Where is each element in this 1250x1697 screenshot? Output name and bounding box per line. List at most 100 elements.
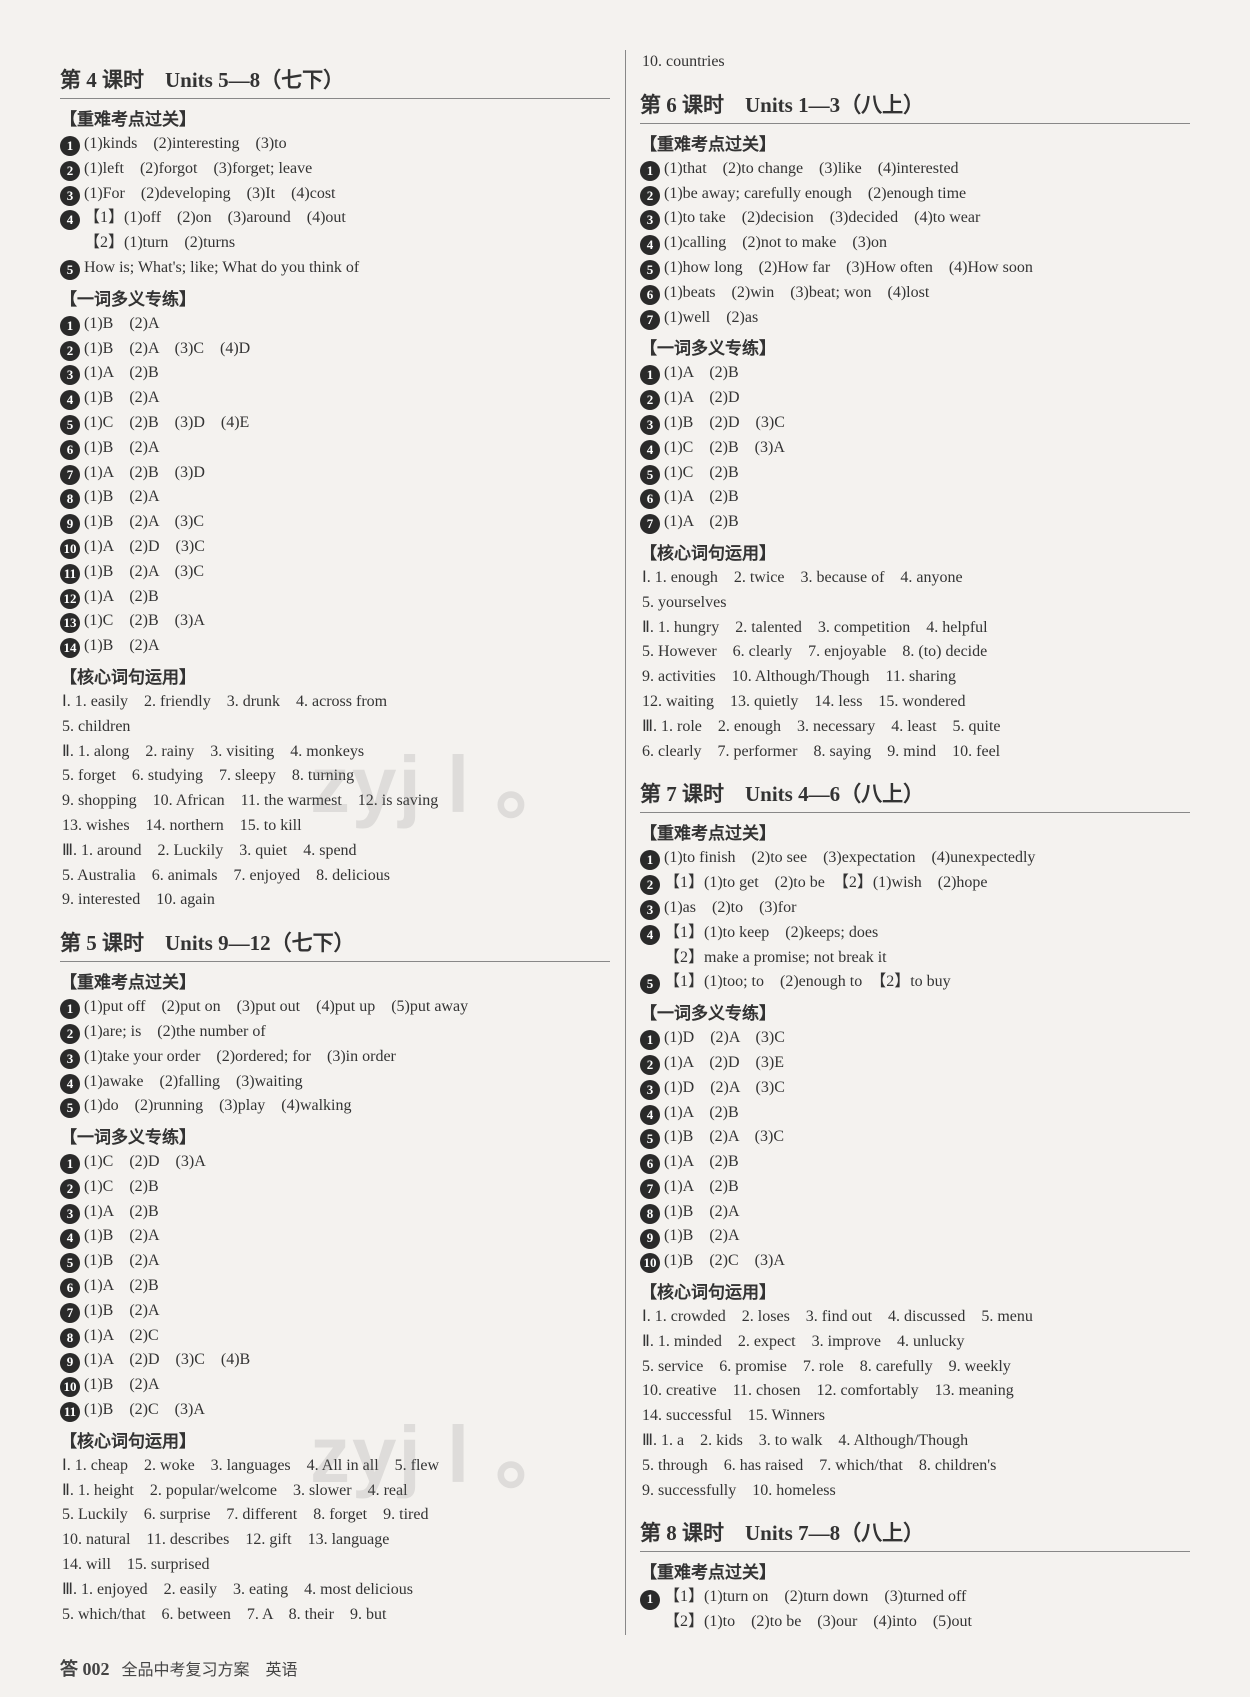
lesson5-sec3: Ⅰ. 1. cheap 2. woke 3. languages 4. All … — [60, 1454, 610, 1628]
answer-line: 12. waiting 13. quietly 14. less 15. won… — [640, 690, 1190, 715]
answer-line: 3(1)take your order (2)ordered; for (3)i… — [60, 1045, 610, 1070]
lesson5-sec2-header: 【一词多义专练】 — [60, 1123, 610, 1148]
answer-line: 3(1)D (2)A (3)C — [640, 1076, 1190, 1101]
lesson6-title: 第 6 课时 Units 1—3（八上） — [640, 83, 1190, 124]
page-number: 答 002 — [60, 1659, 110, 1679]
answer-line: 1(1)to finish (2)to see (3)expectation (… — [640, 846, 1190, 871]
answer-line: 2(1)A (2)D (3)E — [640, 1051, 1190, 1076]
answer-line: 5How is; What's; like; What do you think… — [60, 256, 610, 281]
answer-line: 5(1)C (2)B — [640, 461, 1190, 486]
answer-line: 4(1)C (2)B (3)A — [640, 436, 1190, 461]
answer-line: 7(1)A (2)B — [640, 1175, 1190, 1200]
number-badge: 1 — [640, 365, 660, 385]
number-badge: 7 — [60, 465, 80, 485]
answer-text: (1)do (2)running (3)play (4)walking — [84, 1094, 610, 1119]
answer-line: 7(1)B (2)A — [60, 1299, 610, 1324]
answer-text: (1)A (2)B — [664, 361, 1190, 386]
answer-text: (1)A (2)D (3)E — [664, 1051, 1190, 1076]
lesson4-sec3-header: 【核心词句运用】 — [60, 663, 610, 688]
answer-line: 4(1)calling (2)not to make (3)on — [640, 231, 1190, 256]
answer-line: 11(1)B (2)C (3)A — [60, 1398, 610, 1423]
answer-line: 2(1)C (2)B — [60, 1175, 610, 1200]
lesson5-sec1-header: 【重难考点过关】 — [60, 968, 610, 993]
answer-line: Ⅰ. 1. enough 2. twice 3. because of 4. a… — [640, 566, 1190, 591]
number-badge: 2 — [60, 161, 80, 181]
answer-line: 9(1)B (2)A — [640, 1224, 1190, 1249]
answer-line: Ⅱ. 1. along 2. rainy 3. visiting 4. monk… — [60, 740, 610, 765]
answer-line: 9. successfully 10. homeless — [640, 1479, 1190, 1504]
answer-line: 7(1)well (2)as — [640, 306, 1190, 331]
answer-line: Ⅲ. 1. a 2. kids 3. to walk 4. Although/T… — [640, 1429, 1190, 1454]
number-badge: 1 — [640, 161, 660, 181]
number-badge: 4 — [60, 1229, 80, 1249]
number-badge: 10 — [60, 539, 80, 559]
answer-text: (1)A (2)B — [664, 1101, 1190, 1126]
number-badge: 7 — [60, 1303, 80, 1323]
answer-text: 【1】(1)to get (2)to be 【2】(1)wish (2)hope — [664, 871, 1190, 896]
answer-line: 3(1)A (2)B — [60, 361, 610, 386]
answer-text: 【1】(1)off (2)on (3)around (4)out — [84, 206, 610, 231]
answer-line: Ⅲ. 1. role 2. enough 3. necessary 4. lea… — [640, 715, 1190, 740]
answer-line: 1(1)put off (2)put on (3)put out (4)put … — [60, 995, 610, 1020]
number-badge: 5 — [60, 260, 80, 280]
book-title: 全品中考复习方案 英语 — [122, 1662, 298, 1679]
answer-text: (1)A (2)B — [84, 361, 610, 386]
number-badge: 6 — [640, 1154, 660, 1174]
lesson5-sec1: 1(1)put off (2)put on (3)put out (4)put … — [60, 995, 610, 1119]
answer-text: (1)B (2)D (3)C — [664, 411, 1190, 436]
answer-text: (1)C (2)B (3)A — [84, 609, 610, 634]
right-column: 10. countries 第 6 课时 Units 1—3（八上） 【重难考点… — [625, 50, 1190, 1635]
number-badge: 13 — [60, 613, 80, 633]
answer-text: (1)B (2)A — [84, 312, 610, 337]
answer-line: Ⅱ. 1. height 2. popular/welcome 3. slowe… — [60, 1479, 610, 1504]
number-badge: 3 — [60, 1049, 80, 1069]
number-badge: 4 — [60, 210, 80, 230]
answer-text: (1)B (2)A — [84, 1373, 610, 1398]
number-badge: 6 — [640, 489, 660, 509]
lesson4-sec3: Ⅰ. 1. easily 2. friendly 3. drunk 4. acr… — [60, 690, 610, 913]
answer-line: 5(1)B (2)A — [60, 1249, 610, 1274]
lesson5-sec2: 1(1)C (2)D (3)A2(1)C (2)B3(1)A (2)B4(1)B… — [60, 1150, 610, 1423]
answer-line: 1(1)kinds (2)interesting (3)to — [60, 132, 610, 157]
lesson7-sec1-header: 【重难考点过关】 — [640, 819, 1190, 844]
answer-line: 5. Australia 6. animals 7. enjoyed 8. de… — [60, 864, 610, 889]
lesson7-title: 第 7 课时 Units 4—6（八上） — [640, 772, 1190, 813]
number-badge: 8 — [60, 489, 80, 509]
answer-text: (1)calling (2)not to make (3)on — [664, 231, 1190, 256]
answer-line: 2(1)be away; carefully enough (2)enough … — [640, 182, 1190, 207]
number-badge: 7 — [640, 514, 660, 534]
answer-line: 【2】(1)to (2)to be (3)our (4)into (5)out — [640, 1610, 1190, 1635]
answer-line: 4【1】(1)off (2)on (3)around (4)out — [60, 206, 610, 231]
answer-line: 5. yourselves — [640, 591, 1190, 616]
answer-line: 1(1)D (2)A (3)C — [640, 1026, 1190, 1051]
answer-line: 9(1)B (2)A (3)C — [60, 510, 610, 535]
answer-text: (1)kinds (2)interesting (3)to — [84, 132, 610, 157]
column-divider — [625, 50, 626, 1635]
answer-text: (1)B (2)A — [664, 1224, 1190, 1249]
answer-line: 3(1)as (2)to (3)for — [640, 896, 1190, 921]
answer-text: (1)beats (2)win (3)beat; won (4)lost — [664, 281, 1190, 306]
answer-text: (1)A (2)B — [84, 1200, 610, 1225]
answer-text: (1)B (2)A — [84, 386, 610, 411]
number-badge: 5 — [640, 1129, 660, 1149]
answer-line: Ⅰ. 1. easily 2. friendly 3. drunk 4. acr… — [60, 690, 610, 715]
number-badge: 9 — [640, 1229, 660, 1249]
answer-line: 8(1)B (2)A — [60, 485, 610, 510]
answer-line: 2(1)are; is (2)the number of — [60, 1020, 610, 1045]
number-badge: 9 — [60, 514, 80, 534]
lesson4-sec2: 1(1)B (2)A2(1)B (2)A (3)C (4)D3(1)A (2)B… — [60, 312, 610, 659]
answer-line: 4(1)A (2)B — [640, 1101, 1190, 1126]
number-badge: 7 — [640, 310, 660, 330]
answer-line: 5(1)C (2)B (3)D (4)E — [60, 411, 610, 436]
answer-text: (1)A (2)B — [664, 485, 1190, 510]
answer-text: (1)B (2)A — [84, 485, 610, 510]
answer-text: 【2】make a promise; not break it — [664, 946, 1190, 971]
answer-text: (1)that (2)to change (3)like (4)interest… — [664, 157, 1190, 182]
number-badge: 3 — [640, 900, 660, 920]
answer-line: 6(1)B (2)A — [60, 436, 610, 461]
number-badge: 4 — [60, 390, 80, 410]
answer-line: 5. forget 6. studying 7. sleepy 8. turni… — [60, 764, 610, 789]
lesson7-sec3-header: 【核心词句运用】 — [640, 1278, 1190, 1303]
answer-line: Ⅰ. 1. crowded 2. loses 3. find out 4. di… — [640, 1305, 1190, 1330]
number-badge: 2 — [60, 1179, 80, 1199]
